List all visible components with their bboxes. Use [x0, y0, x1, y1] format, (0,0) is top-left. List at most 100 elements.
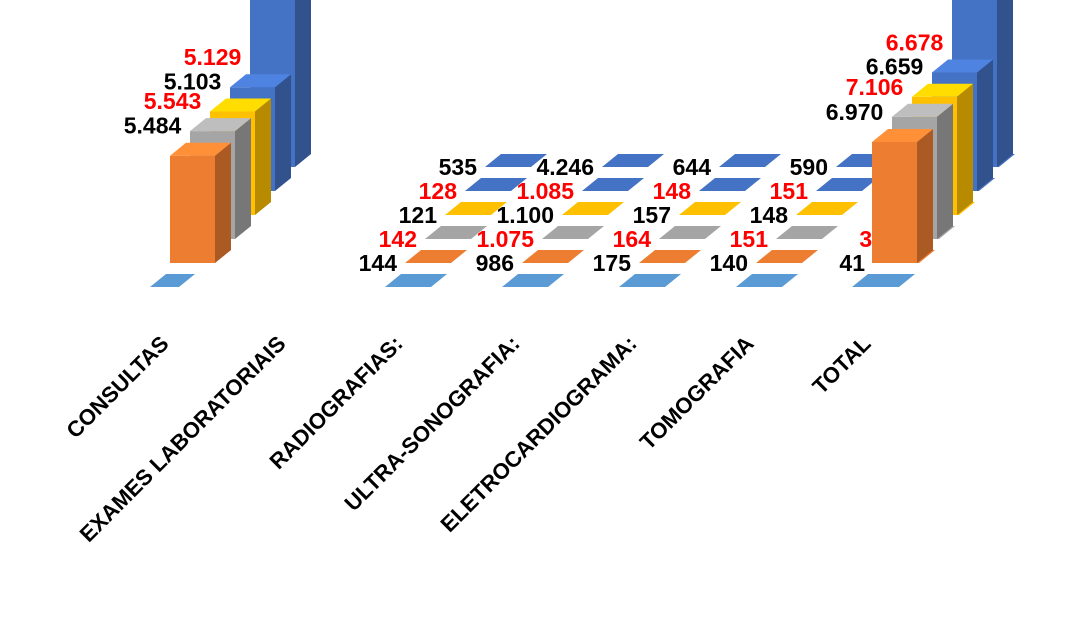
bar-top [405, 250, 467, 263]
data-label: 148 [750, 202, 789, 228]
bar-top [912, 83, 973, 97]
data-label: 142 [379, 226, 417, 252]
data-label: 151 [730, 226, 769, 252]
bar-top [485, 154, 547, 167]
bar-top [639, 250, 701, 263]
bar-top [719, 154, 781, 167]
bar-2-2 [542, 226, 604, 239]
data-label: 535 [439, 154, 478, 180]
data-label: 140 [710, 250, 748, 276]
data-label: 128 [419, 178, 458, 204]
bar-3-2 [562, 202, 624, 215]
bar-top [892, 103, 953, 117]
bar-1-1 [405, 250, 467, 263]
bar-top [150, 274, 195, 287]
bar-1-6 [872, 129, 933, 263]
bar-side [235, 118, 251, 239]
bar-top [522, 250, 584, 263]
bar-front [170, 155, 215, 263]
bar-top [170, 142, 231, 156]
bar-top [542, 226, 604, 239]
bar-1-4 [756, 250, 818, 263]
bar-3-1 [445, 202, 507, 215]
bar-top [425, 226, 487, 239]
bar-2-1 [425, 226, 487, 239]
bar-4-3 [699, 178, 761, 191]
bar-side [295, 0, 311, 167]
bar-top [445, 202, 507, 215]
bar-3-4 [796, 202, 858, 215]
bar-top [385, 274, 447, 287]
bar-4-1 [465, 178, 527, 191]
bar-top [210, 98, 271, 112]
bar-3-3 [679, 202, 741, 215]
bar-1-2 [522, 250, 584, 263]
bar-top [679, 202, 741, 215]
bar-top [190, 118, 251, 132]
data-label: 1.075 [476, 226, 534, 252]
data-label: 144 [359, 250, 398, 276]
bar-top [502, 274, 564, 287]
bar-5-1 [485, 154, 547, 167]
bar-top [562, 202, 624, 215]
bar-top [816, 178, 878, 191]
bar-0-1 [385, 274, 447, 287]
data-label: 644 [673, 154, 712, 180]
bar-5-2 [602, 154, 664, 167]
x-tick-label: TOMOGRAFIA [635, 331, 759, 455]
bar-top [776, 226, 838, 239]
bar-5-3 [719, 154, 781, 167]
data-label: 164 [613, 226, 652, 252]
data-label: 986 [476, 250, 514, 276]
bar-0-0 [150, 274, 195, 287]
bar-side [957, 83, 973, 215]
bar-top [756, 250, 818, 263]
bar-0-2 [502, 274, 564, 287]
data-label: 175 [593, 250, 632, 276]
bar-top [932, 59, 993, 73]
bar-top [230, 74, 291, 88]
bar-2-3 [659, 226, 721, 239]
data-label: 148 [653, 178, 692, 204]
data-label: 151 [770, 178, 809, 204]
data-label: 6.659 [866, 54, 924, 80]
data-label: 5.103 [164, 68, 222, 94]
bar-side [937, 103, 953, 239]
data-label: 1.085 [516, 178, 574, 204]
bar-0-4 [736, 274, 798, 287]
x-tick-label: EXAMES LABORATORIAIS [75, 331, 291, 547]
data-label: 5.129 [184, 44, 242, 70]
bar-top [872, 129, 933, 142]
data-label: 41 [839, 250, 865, 276]
data-label: 6.678 [886, 30, 944, 56]
bar-4-4 [816, 178, 878, 191]
bar-top [736, 274, 798, 287]
data-label: 6.970 [826, 99, 884, 125]
data-label: 7.106 [846, 74, 904, 100]
bar-top [602, 154, 664, 167]
data-label: 5.543 [144, 88, 202, 114]
bar-1-0 [170, 142, 231, 263]
bar-top [582, 178, 644, 191]
bar-0-3 [619, 274, 681, 287]
bar-2-4 [776, 226, 838, 239]
data-label: 590 [790, 154, 828, 180]
bar-front [872, 142, 917, 263]
bar-side [997, 0, 1013, 167]
bar-top [619, 274, 681, 287]
data-label: 5.484 [124, 113, 182, 139]
bar-side [977, 59, 993, 191]
bar-side [215, 142, 231, 263]
bar-4-2 [582, 178, 644, 191]
data-label: 4.246 [536, 154, 594, 180]
data-label: 157 [633, 202, 671, 228]
bar-side [917, 129, 933, 263]
bar-top [465, 178, 527, 191]
data-label: 121 [399, 202, 438, 228]
bar-top [852, 274, 897, 287]
x-tick-label: TOTAL [807, 331, 875, 399]
data-label: 1.100 [496, 202, 554, 228]
x-tick-label: CONSULTAS [61, 331, 173, 443]
